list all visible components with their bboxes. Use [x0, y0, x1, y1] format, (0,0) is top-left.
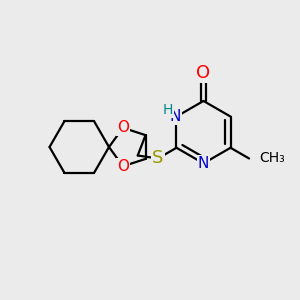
Text: N: N — [169, 109, 181, 124]
Text: O: O — [117, 159, 129, 174]
Text: CH₃: CH₃ — [260, 152, 285, 166]
Text: H: H — [162, 103, 173, 117]
Text: O: O — [196, 64, 211, 82]
Text: S: S — [152, 149, 164, 167]
Text: N: N — [198, 156, 209, 171]
Text: O: O — [117, 120, 129, 135]
